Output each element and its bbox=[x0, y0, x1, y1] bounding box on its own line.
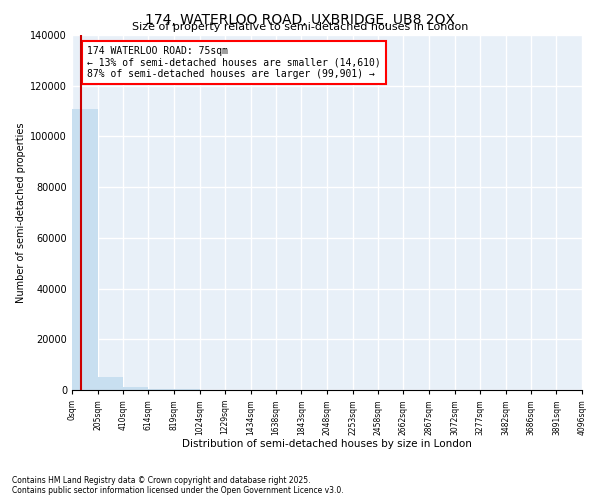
Text: Contains HM Land Registry data © Crown copyright and database right 2025.
Contai: Contains HM Land Registry data © Crown c… bbox=[12, 476, 344, 495]
Text: 174, WATERLOO ROAD, UXBRIDGE, UB8 2QX: 174, WATERLOO ROAD, UXBRIDGE, UB8 2QX bbox=[145, 12, 455, 26]
Bar bbox=[123, 387, 148, 390]
Text: Size of property relative to semi-detached houses in London: Size of property relative to semi-detach… bbox=[132, 22, 468, 32]
Bar bbox=[72, 108, 98, 390]
Bar bbox=[148, 389, 174, 390]
Y-axis label: Number of semi-detached properties: Number of semi-detached properties bbox=[16, 122, 26, 302]
Bar bbox=[98, 378, 123, 390]
Text: 174 WATERLOO ROAD: 75sqm
← 13% of semi-detached houses are smaller (14,610)
87% : 174 WATERLOO ROAD: 75sqm ← 13% of semi-d… bbox=[88, 46, 381, 79]
X-axis label: Distribution of semi-detached houses by size in London: Distribution of semi-detached houses by … bbox=[182, 439, 472, 449]
